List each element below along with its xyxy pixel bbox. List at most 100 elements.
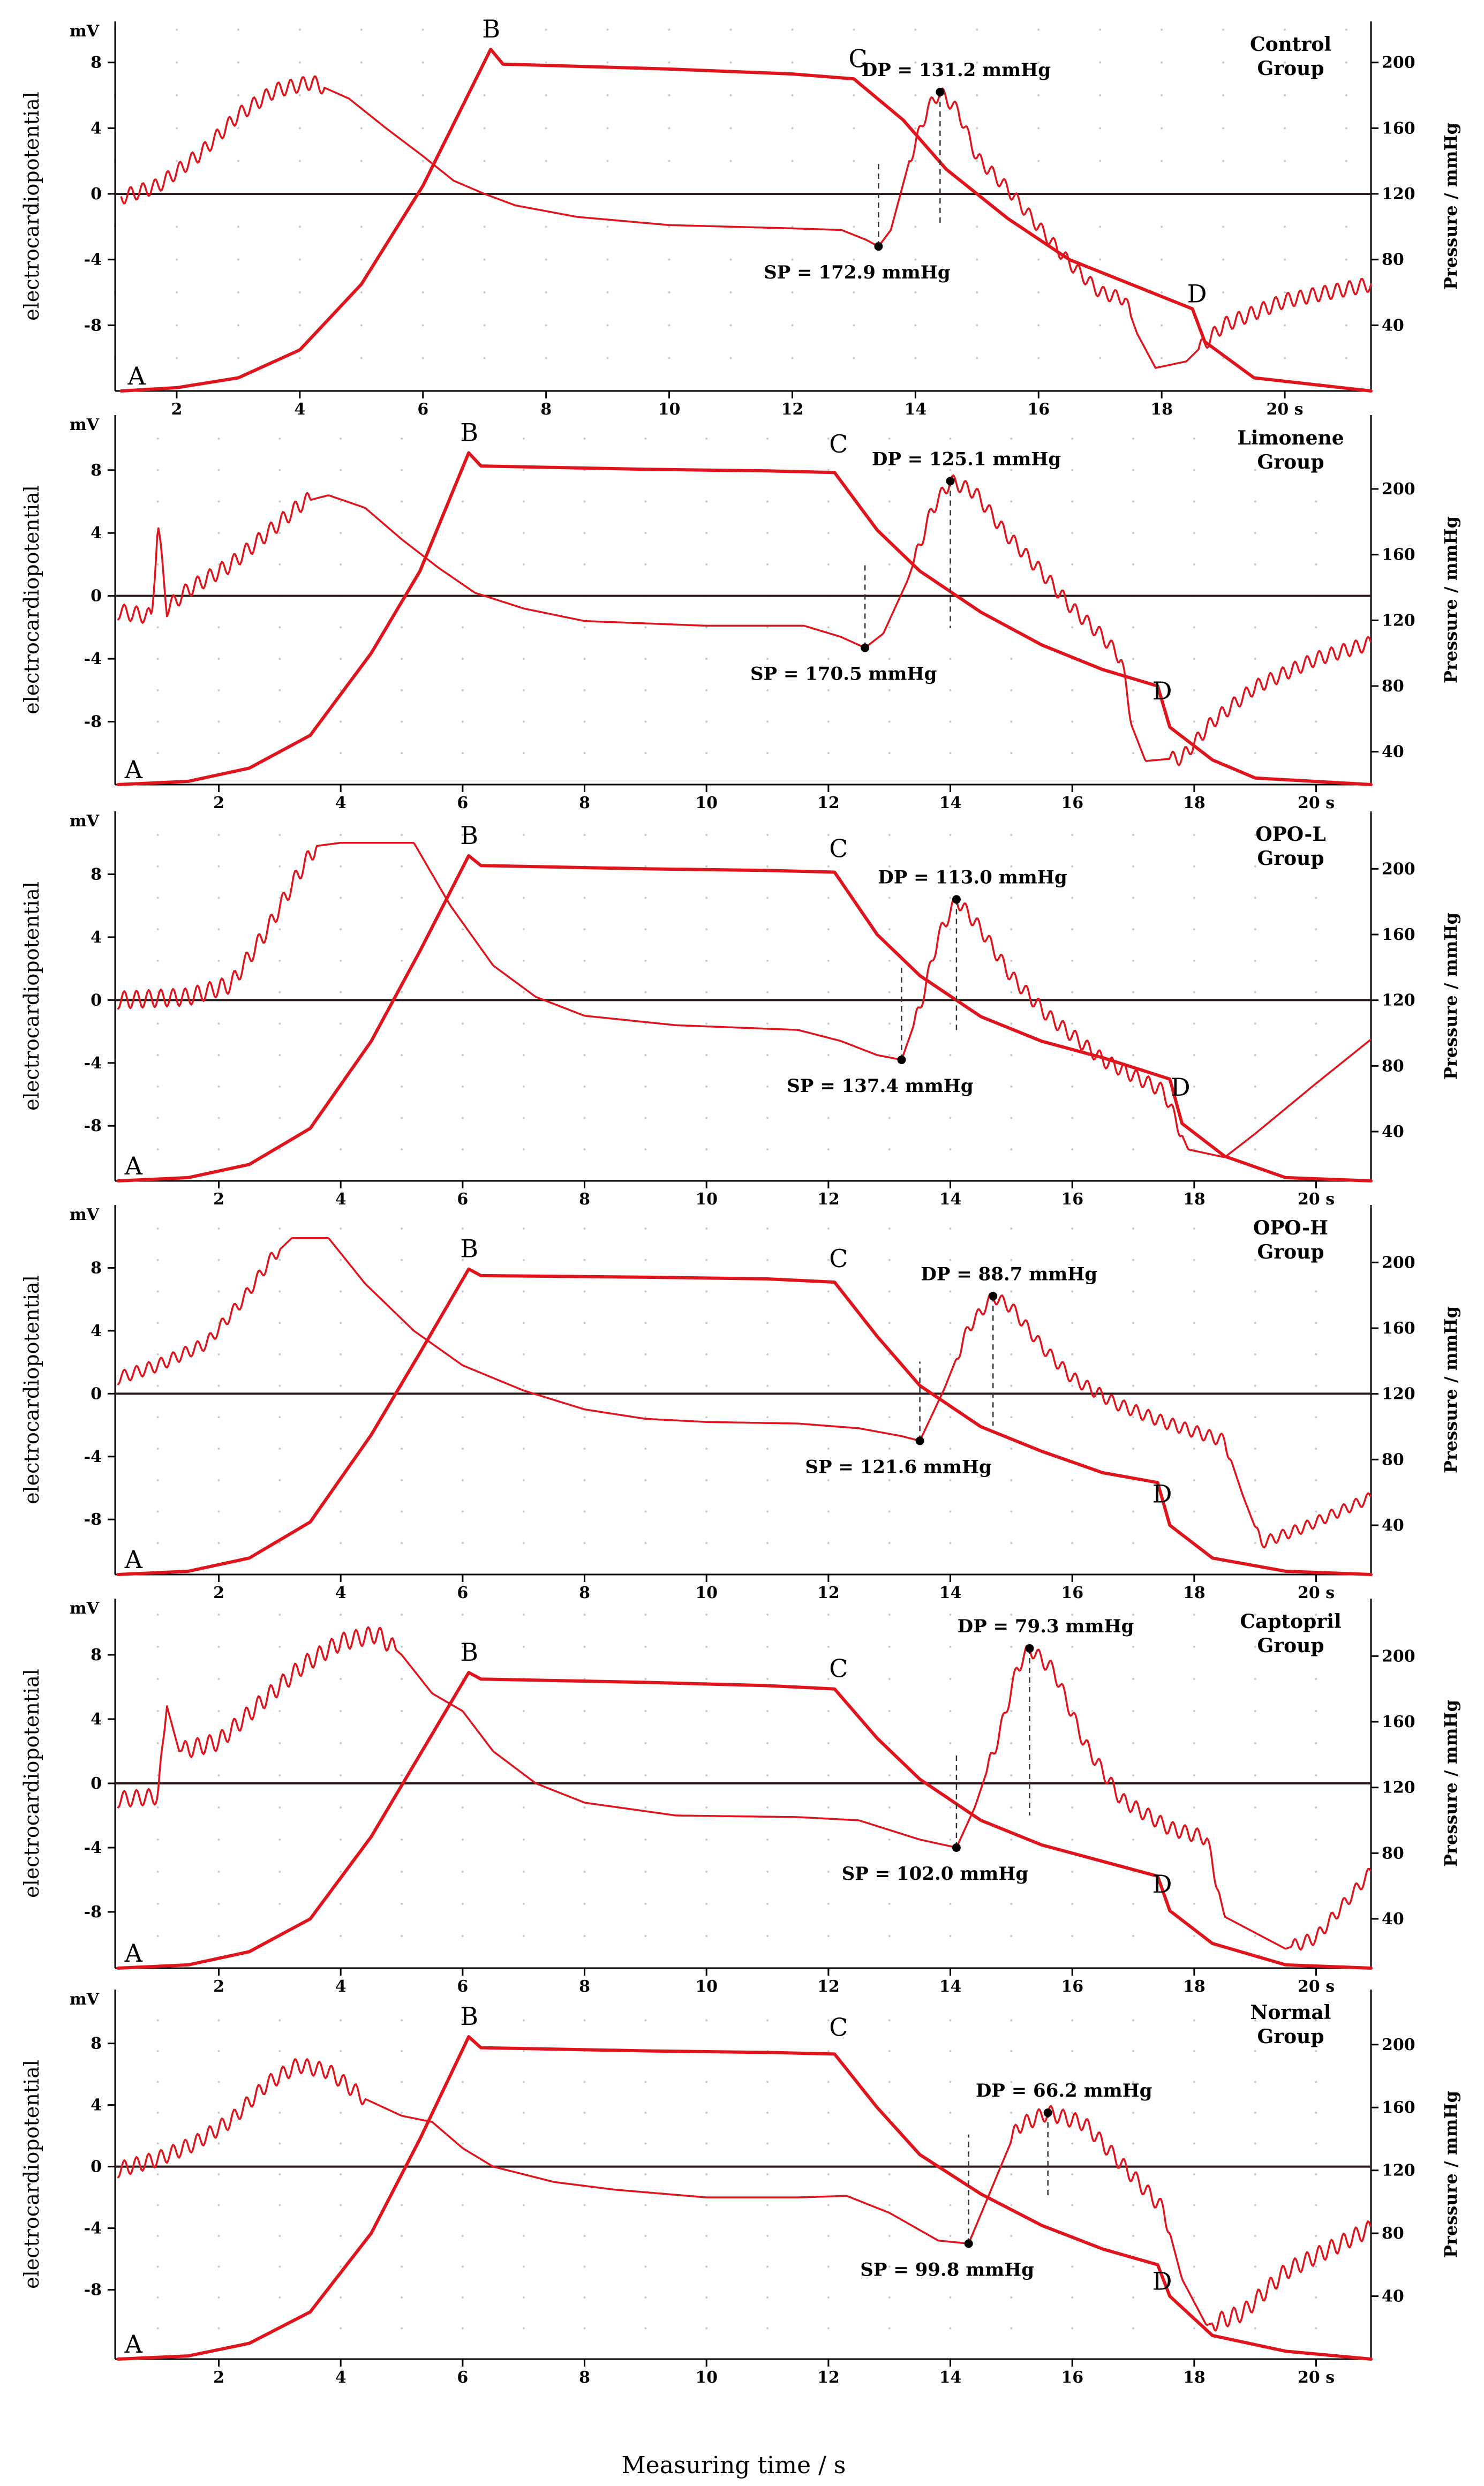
grid-dot xyxy=(237,94,239,96)
grid-dot xyxy=(644,438,647,440)
grid-dot xyxy=(1132,1117,1135,1119)
grid-dot xyxy=(949,991,952,993)
grid-dot xyxy=(278,720,281,723)
grid-dot xyxy=(522,1806,525,1809)
grid-dot xyxy=(1099,258,1102,261)
grid-dot xyxy=(156,1646,159,1648)
grid-dot xyxy=(340,1290,342,1293)
grid-dot xyxy=(156,865,159,868)
grid-dot xyxy=(340,1054,342,1057)
grid-dot xyxy=(1193,1710,1195,1712)
grid-dot xyxy=(1193,1510,1195,1513)
grid-dot xyxy=(401,959,403,962)
grid-dot xyxy=(1284,225,1286,228)
grid-dot xyxy=(888,1871,891,1873)
group-label-line1: Limonene xyxy=(1237,427,1344,449)
y-left-tick-label: -4 xyxy=(84,2219,102,2238)
grid-dot xyxy=(766,1510,769,1513)
grid-dot xyxy=(888,1774,891,1776)
grid-dot xyxy=(888,1542,891,1545)
y-left-tick-label: -4 xyxy=(84,1839,102,1857)
grid-dot xyxy=(278,1839,281,1841)
grid-dot xyxy=(705,1085,708,1088)
grid-dot xyxy=(401,1416,403,1419)
grid-dot xyxy=(1254,1353,1256,1355)
grid-dot xyxy=(914,324,917,327)
grid-dot xyxy=(827,438,830,440)
grid-dot xyxy=(1254,928,1256,931)
grid-dot xyxy=(583,1416,586,1419)
x-tick-label: 12 xyxy=(781,400,804,419)
grid-dot xyxy=(401,1742,403,1744)
x-tick-label: 20 s xyxy=(1298,1977,1335,1996)
grid-dot xyxy=(705,1022,708,1025)
dp-label: DP = 79.3 mmHg xyxy=(958,1616,1134,1637)
grid-dot xyxy=(217,438,220,440)
grid-dot xyxy=(156,2019,159,2022)
grid-dot xyxy=(1010,1054,1013,1057)
grid-dot xyxy=(1193,1935,1195,1937)
y-left-tick-label: 8 xyxy=(91,1646,102,1664)
grid-dot xyxy=(1071,959,1074,962)
y-left-unit: mV xyxy=(70,812,100,831)
grid-dot xyxy=(888,2204,891,2206)
grid-dot xyxy=(853,160,855,162)
grid-dot xyxy=(853,28,855,31)
grid-dot xyxy=(217,1510,220,1513)
grid-dot xyxy=(888,1384,891,1387)
sp-marker xyxy=(861,643,870,652)
y-left-tick-label: 0 xyxy=(91,1774,102,1793)
grid-dot xyxy=(827,1353,830,1355)
grid-dot xyxy=(1254,1227,1256,1230)
y-right-tick-label: 40 xyxy=(1382,1910,1404,1928)
point-label-b: B xyxy=(460,2002,478,2031)
grid-dot xyxy=(888,2327,891,2330)
grid-dot xyxy=(217,1479,220,1481)
grid-dot xyxy=(853,127,855,130)
grid-dot xyxy=(791,127,794,130)
grid-dot xyxy=(278,1290,281,1293)
y-right-tick-label: 120 xyxy=(1382,611,1415,630)
grid-dot xyxy=(1254,2050,1256,2052)
grid-dot xyxy=(644,720,647,723)
grid-dot xyxy=(583,2327,586,2330)
grid-dot xyxy=(888,1227,891,1230)
grid-dot xyxy=(583,2019,586,2022)
grid-dot xyxy=(1315,1646,1317,1648)
grid-dot xyxy=(217,1774,220,1776)
grid-dot xyxy=(644,500,647,503)
grid-dot xyxy=(827,1510,830,1513)
dp-label: DP = 125.1 mmHg xyxy=(872,448,1061,470)
grid-dot xyxy=(1099,28,1102,31)
grid-dot xyxy=(583,2204,586,2206)
grid-dot xyxy=(278,2173,281,2175)
y-right-tick-label: 40 xyxy=(1382,316,1404,335)
grid-dot xyxy=(888,834,891,837)
grid-dot xyxy=(668,94,671,96)
grid-dot xyxy=(888,563,891,566)
grid-dot xyxy=(888,1510,891,1513)
grid-dot xyxy=(644,1322,647,1324)
y-left-tick-label: 8 xyxy=(91,461,102,480)
grid-dot xyxy=(827,658,830,660)
grid-dot xyxy=(644,689,647,691)
grid-dot xyxy=(1254,865,1256,868)
grid-dot xyxy=(644,1448,647,1450)
grid-dot xyxy=(401,2265,403,2268)
grid-dot xyxy=(644,1806,647,1809)
grid-dot xyxy=(976,324,978,327)
grid-dot xyxy=(217,1290,220,1293)
grid-dot xyxy=(1345,61,1348,64)
grid-dot xyxy=(766,626,769,629)
grid-dot xyxy=(217,834,220,837)
grid-dot xyxy=(1315,928,1317,931)
grid-dot xyxy=(1315,1839,1317,1841)
grid-dot xyxy=(888,1259,891,1261)
grid-dot xyxy=(1132,2235,1135,2237)
grid-dot xyxy=(888,2050,891,2052)
grid-dot xyxy=(583,1353,586,1355)
grid-dot xyxy=(421,94,424,96)
grid-dot xyxy=(1315,626,1317,629)
grid-dot xyxy=(705,1806,708,1809)
dp-label: DP = 66.2 mmHg xyxy=(976,2080,1152,2101)
